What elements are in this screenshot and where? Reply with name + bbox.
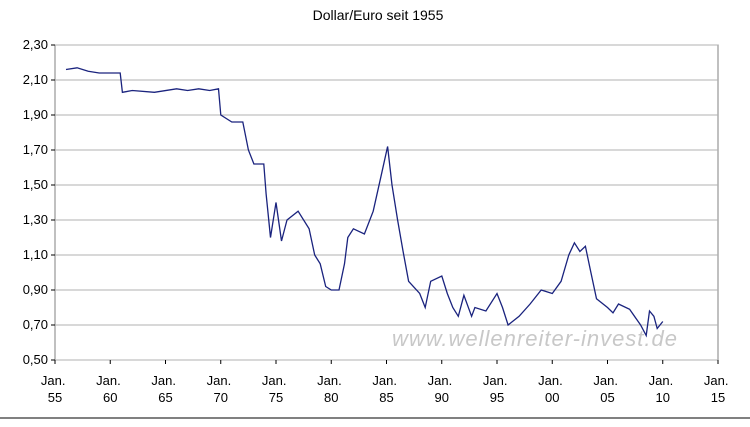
- x-tick-label: Jan. 15: [704, 373, 732, 405]
- line-series: [65, 67, 664, 338]
- y-tick-label: 0,90: [23, 282, 48, 297]
- x-tick-label: Jan. 55: [41, 373, 69, 405]
- y-tick-label: 1,30: [23, 212, 48, 227]
- y-tick-label: 1,50: [23, 177, 48, 192]
- x-tick-label: Jan. 90: [428, 373, 456, 405]
- x-tick-label: Jan. 05: [593, 373, 621, 405]
- x-tick-label: Jan. 65: [151, 373, 179, 405]
- x-tick-label: Jan. 00: [538, 373, 566, 405]
- watermark: www.wellenreiter-invest.de: [392, 326, 678, 351]
- x-tick-label: Jan. 85: [372, 373, 400, 405]
- y-tick-label: 1,70: [23, 142, 48, 157]
- y-tick-label: 2,30: [23, 37, 48, 52]
- y-tick-label: 0,50: [23, 352, 48, 367]
- x-tick-label: Jan. 80: [317, 373, 345, 405]
- x-tick-label: Jan. 60: [96, 373, 124, 405]
- x-tick-label: Jan. 75: [262, 373, 290, 405]
- y-tick-label: 1,10: [23, 247, 48, 262]
- chart-title: Dollar/Euro seit 1955: [313, 7, 444, 23]
- y-tick-label: 2,10: [23, 72, 48, 87]
- x-tick-label: Jan. 70: [207, 373, 235, 405]
- y-tick-label: 1,90: [23, 107, 48, 122]
- x-tick-label: Jan. 95: [483, 373, 511, 405]
- y-tick-label: 0,70: [23, 317, 48, 332]
- x-tick-label: Jan. 10: [649, 373, 677, 405]
